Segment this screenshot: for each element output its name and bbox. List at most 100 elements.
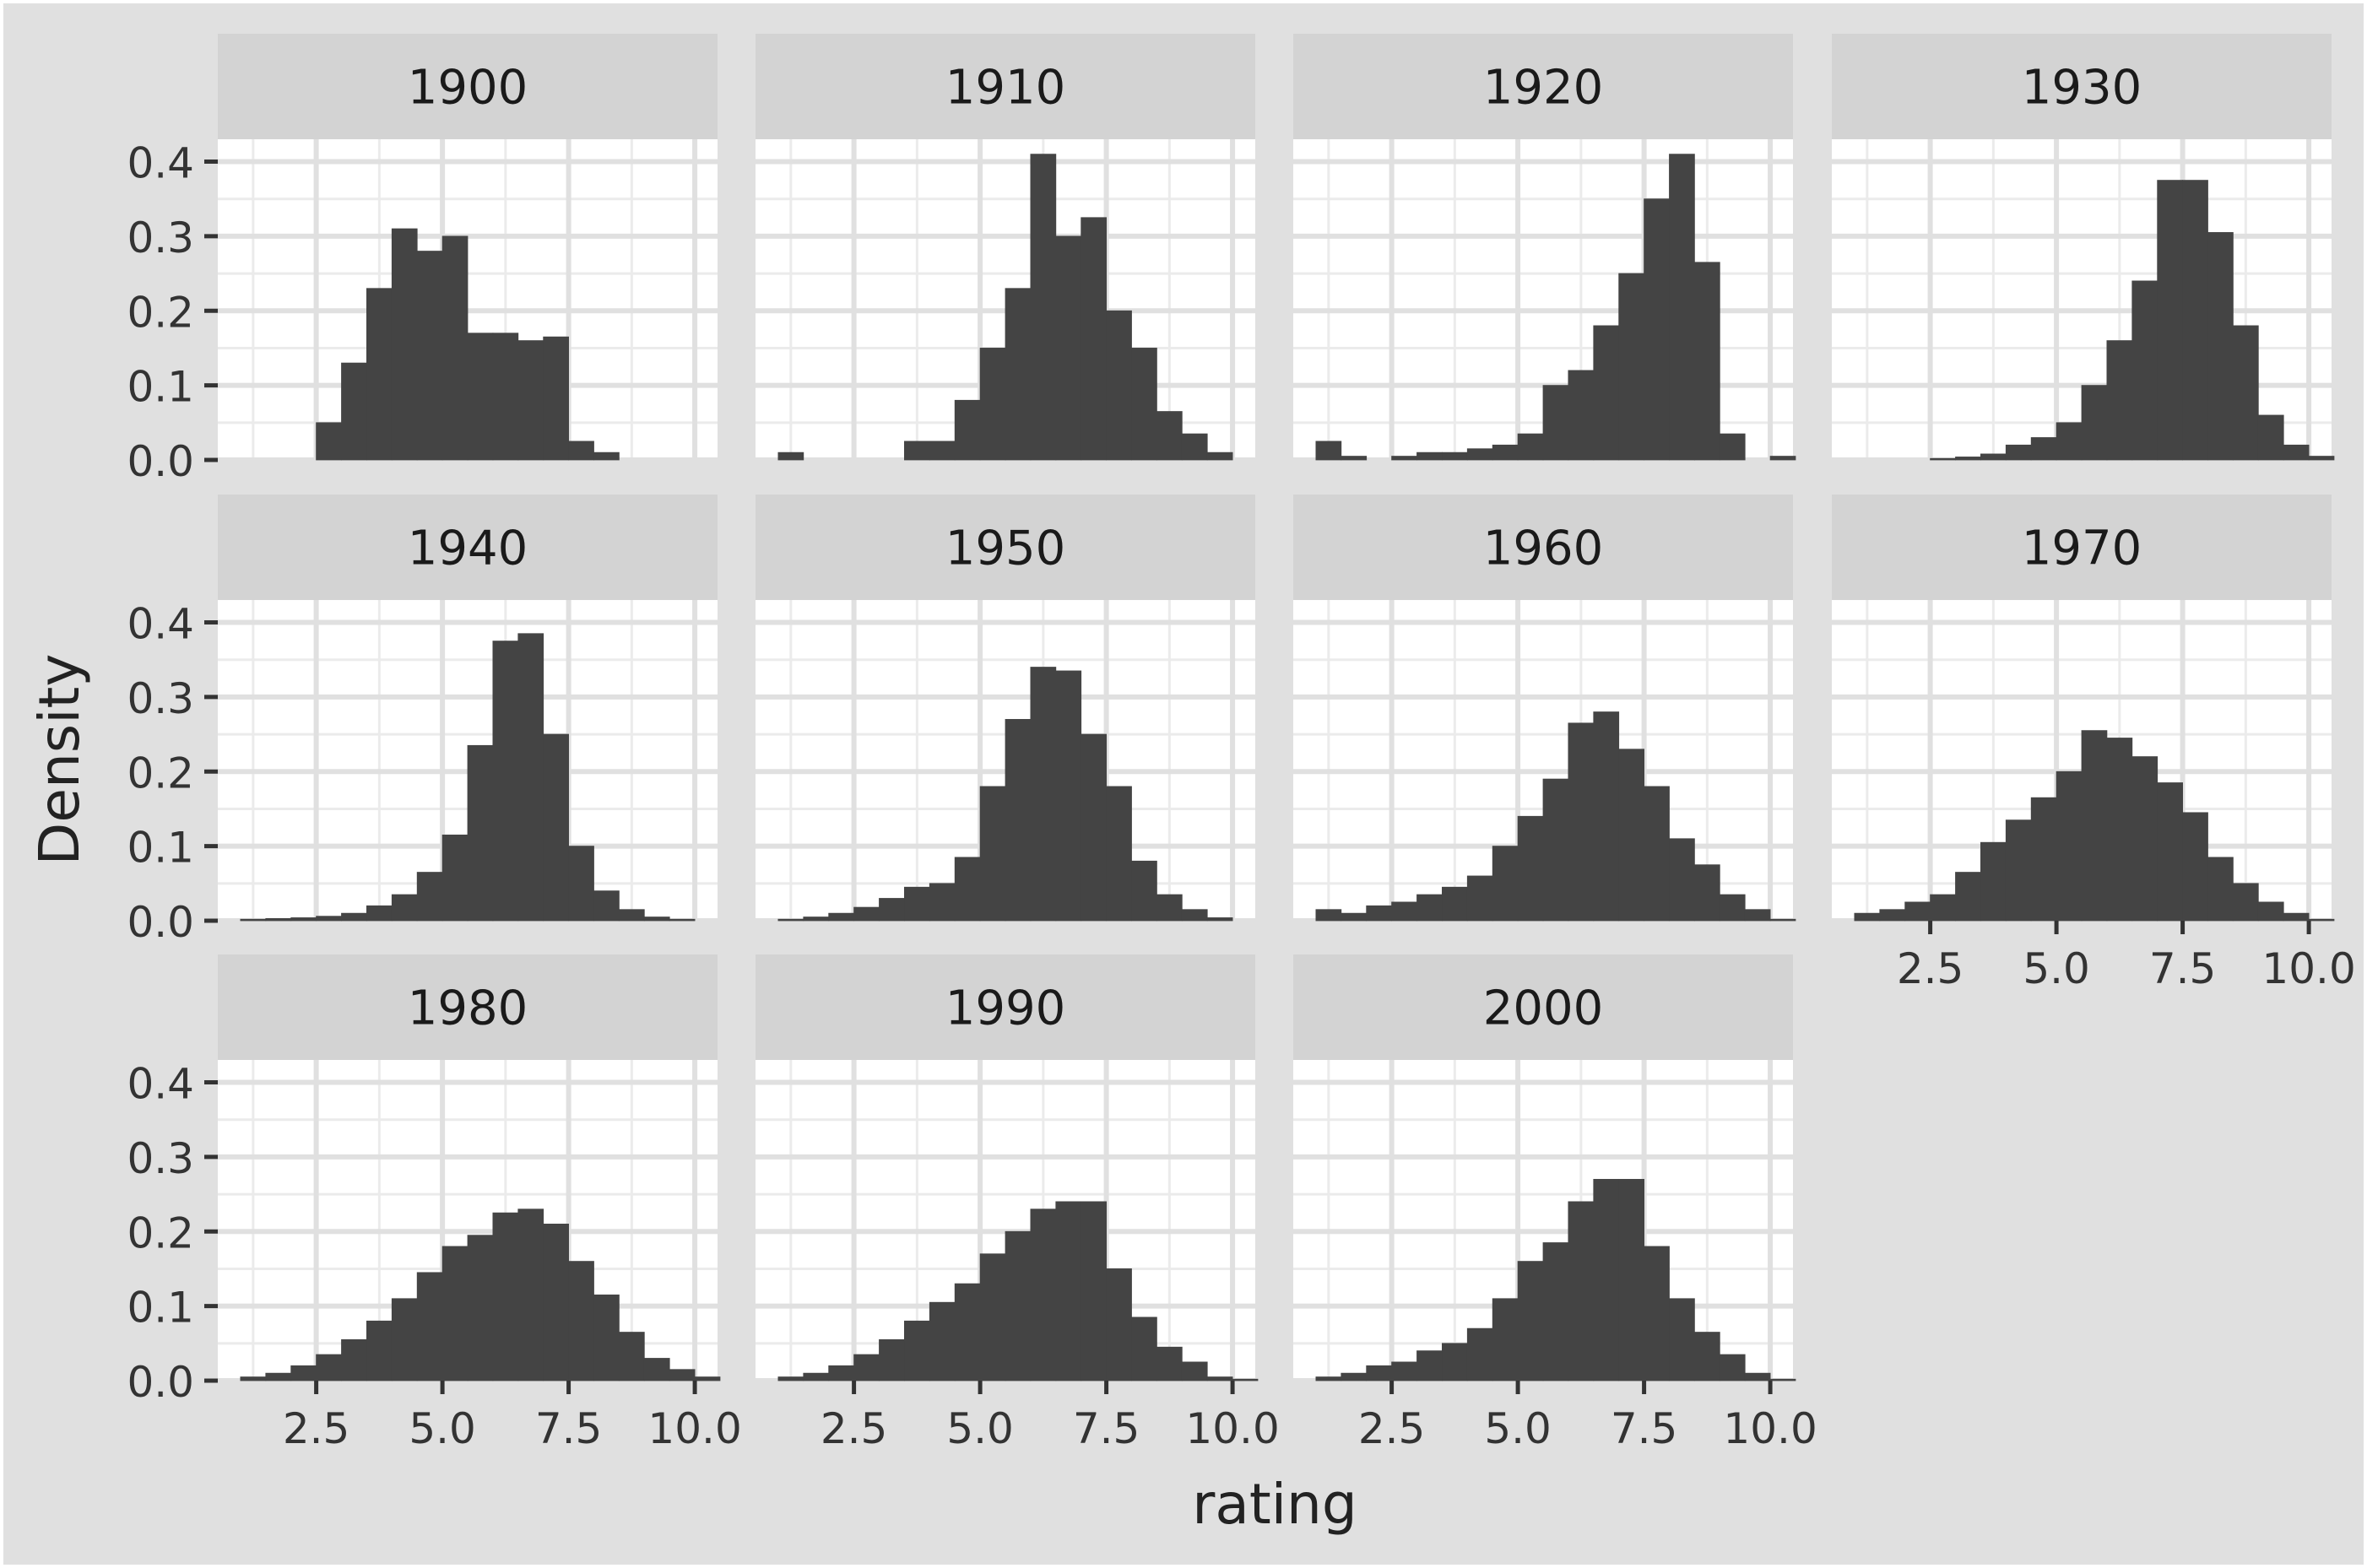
histogram-bar xyxy=(366,1320,393,1381)
histogram-bar xyxy=(669,918,696,922)
facet-panel-1940: 1940 0.0 0.1 0.2 0.3 0.4 xyxy=(127,495,718,947)
histogram-bar xyxy=(391,1298,418,1381)
histogram-bar xyxy=(517,1208,544,1381)
histogram-bar xyxy=(1030,667,1057,922)
histogram-bar xyxy=(1930,894,1956,922)
histogram-bar xyxy=(777,918,804,922)
histogram-bar xyxy=(316,1354,342,1381)
histogram-bar xyxy=(341,362,367,461)
histogram-bar xyxy=(1492,846,1519,922)
histogram-bar xyxy=(492,1212,519,1381)
histogram-bar xyxy=(1081,217,1107,461)
histogram-bar xyxy=(2257,414,2284,461)
histogram-bar xyxy=(1055,670,1082,922)
histogram-bar xyxy=(2207,232,2234,461)
facet-strip xyxy=(1832,495,2332,600)
histogram-bar xyxy=(543,733,569,922)
histogram-bar xyxy=(1131,348,1157,461)
histogram-bar xyxy=(1106,310,1132,461)
histogram-bar xyxy=(391,894,418,922)
histogram-bar xyxy=(1693,864,1720,922)
histogram-bar xyxy=(1005,1230,1032,1381)
facet-panel-1980: 1980 0.0 0.1 0.2 0.3 0.4 2.5 5.0 7.5 10.0 xyxy=(127,954,742,1453)
histogram-bar xyxy=(2030,437,2057,461)
histogram-bar xyxy=(1593,711,1620,922)
histogram-bar xyxy=(2182,812,2208,922)
histogram-bar xyxy=(1131,1317,1157,1381)
histogram-bar xyxy=(1955,872,1981,922)
histogram-bar xyxy=(904,1320,930,1381)
histogram-bar xyxy=(2157,782,2183,922)
histogram-bar xyxy=(1980,453,2007,461)
histogram-bar xyxy=(929,883,956,922)
histogram-bar xyxy=(1315,909,1342,922)
y-axis-tick-label: 0.0 xyxy=(127,898,194,947)
histogram-bar xyxy=(954,1283,981,1381)
x-axis-tick-label: 2.5 xyxy=(1358,1404,1426,1453)
histogram-bar xyxy=(1315,1376,1342,1381)
histogram-bar xyxy=(1341,912,1368,922)
histogram-bar xyxy=(1391,1361,1417,1381)
x-axis-tick-label: 5.0 xyxy=(946,1404,1014,1453)
histogram-bar xyxy=(1930,457,1956,461)
histogram-bar xyxy=(1542,778,1569,922)
histogram-bar xyxy=(1980,841,2007,922)
histogram-bar xyxy=(593,890,620,922)
histogram-bar xyxy=(441,1246,469,1381)
histogram-bar xyxy=(1442,451,1468,461)
histogram-bar xyxy=(1232,1378,1259,1381)
histogram-bar xyxy=(366,905,393,922)
facet-strip xyxy=(1832,34,2332,139)
y-axis-tick-label: 0.3 xyxy=(127,214,194,262)
histogram-bar xyxy=(1955,457,1981,461)
histogram-bar xyxy=(1055,1201,1082,1381)
histogram-bar xyxy=(1442,1343,1468,1381)
histogram-bar xyxy=(643,916,670,922)
facet-panels: 1900 0.0 0.1 0.2 0.3 0.4 1910 1920 1930 1940 0.0 0.… xyxy=(127,34,2356,1453)
histogram-bar xyxy=(1593,325,1620,461)
histogram-bar xyxy=(416,1272,443,1381)
histogram-bar xyxy=(1744,1372,1771,1381)
histogram-bar xyxy=(1181,909,1208,922)
facet-panel-1970: 1970 2.5 5.0 7.5 10.0 xyxy=(1832,495,2356,993)
histogram-bar xyxy=(391,228,418,461)
histogram-bar xyxy=(492,333,519,461)
histogram-bar xyxy=(1854,912,1881,922)
x-axis-tick-label: 7.5 xyxy=(535,1404,603,1453)
histogram-bar xyxy=(1181,433,1208,461)
histogram-bar xyxy=(2257,901,2284,922)
histogram-bar xyxy=(1719,894,1746,922)
histogram-bar xyxy=(265,917,292,922)
histogram-bar xyxy=(1005,288,1032,461)
y-axis-tick-label: 0.1 xyxy=(127,824,194,873)
y-axis-tick-label: 0.4 xyxy=(127,1060,194,1109)
histogram-bar xyxy=(803,1372,830,1381)
facet-strip-label: 1970 xyxy=(2022,522,2142,576)
y-axis-tick-label: 0.0 xyxy=(127,1358,194,1407)
histogram-bar xyxy=(1618,1178,1644,1381)
histogram-bar xyxy=(265,1372,292,1381)
histogram-bar xyxy=(2005,444,2032,461)
histogram-bar xyxy=(2005,819,2032,922)
histogram-bar xyxy=(341,912,367,922)
histogram-bar xyxy=(1466,875,1493,922)
facet-strip-label: 2000 xyxy=(1483,981,1604,1036)
histogram-bar xyxy=(2081,730,2108,922)
histogram-bar xyxy=(1466,448,1493,461)
histogram-bar xyxy=(441,834,469,922)
histogram-bar xyxy=(1391,901,1417,922)
facet-strip-label: 1980 xyxy=(408,981,528,1036)
facet-panel-1920: 1920 xyxy=(1293,34,1796,462)
histogram-bar xyxy=(1206,1376,1233,1381)
histogram-bar xyxy=(1391,456,1417,461)
histogram-bar xyxy=(1669,154,1695,461)
y-axis-tick-label: 0.1 xyxy=(127,1284,194,1333)
histogram-bar xyxy=(341,1338,367,1381)
histogram-bar xyxy=(1542,1242,1569,1381)
histogram-bar xyxy=(1693,1332,1720,1381)
x-axis-tick-label: 5.0 xyxy=(2023,944,2090,993)
histogram-bar xyxy=(2030,797,2057,922)
facet-strip-label: 1920 xyxy=(1483,61,1604,116)
histogram-bar xyxy=(1156,894,1183,922)
histogram-bar xyxy=(1669,1298,1695,1381)
